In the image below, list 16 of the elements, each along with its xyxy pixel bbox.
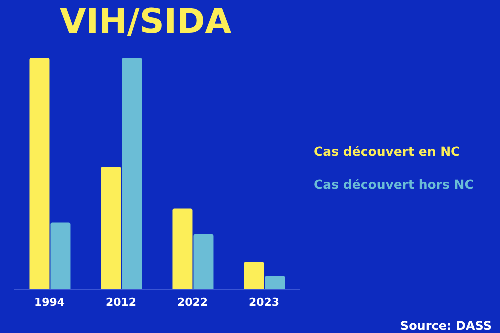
- x-tick-label: 2012: [106, 296, 137, 309]
- bar: [265, 276, 286, 290]
- bar: [172, 208, 193, 290]
- bar: [101, 167, 122, 290]
- x-tick-label: 2023: [248, 296, 280, 309]
- bar: [194, 234, 214, 290]
- text: Cas découvert en NC: [314, 144, 462, 159]
- bar: [244, 262, 264, 290]
- bar: [122, 58, 142, 290]
- x-tick-label: 2022: [177, 296, 208, 309]
- chart-title: VIH/SIDA: [60, 2, 232, 42]
- bar: [50, 222, 71, 290]
- text: Cas découvert hors NC: [314, 177, 475, 192]
- bar: [30, 58, 50, 290]
- x-tick-label: 1994: [34, 296, 66, 309]
- source-note: Source: DASS: [400, 319, 492, 333]
